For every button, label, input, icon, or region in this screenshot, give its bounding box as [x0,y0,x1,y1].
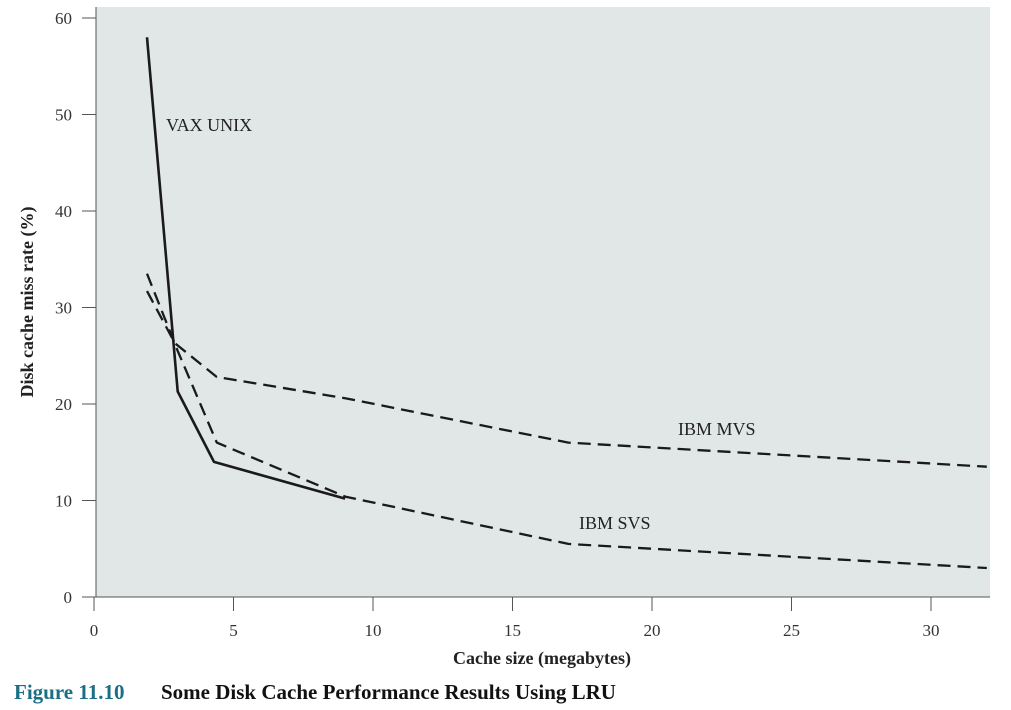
y-tick-label-30: 30 [55,299,72,318]
plot-area [96,7,990,597]
x-tick-label-25: 25 [783,621,800,640]
y-axis-title: Disk cache miss rate (%) [17,207,38,398]
caption-title: Some Disk Cache Performance Results Usin… [161,680,616,704]
x-tick-label-30: 30 [923,621,940,640]
x-tick-label-10: 10 [365,621,382,640]
series-label-vax-unix: VAX UNIX [166,115,252,135]
series-label-ibm-svs: IBM SVS [579,513,651,533]
series-labels: VAX UNIX IBM MVS IBM SVS [166,115,756,533]
axes: 0 10 20 30 40 50 60 0 5 10 15 20 25 30 [55,7,990,640]
series-label-ibm-mvs: IBM MVS [678,419,756,439]
x-tick-label-0: 0 [90,621,99,640]
x-tick-label-5: 5 [229,621,238,640]
x-tick-label-15: 15 [504,621,521,640]
series-line-ibm-svs [145,273,987,570]
series-layer [145,37,987,570]
x-axis-title: Cache size (megabytes) [453,648,631,669]
figure-caption: Figure 11.10 Some Disk Cache Performance… [14,680,616,704]
y-tick-label-10: 10 [55,492,72,511]
y-tick-label-0: 0 [64,588,73,607]
y-tick-label-40: 40 [55,202,72,221]
series-line-vax-unix [145,37,346,500]
y-tick-label-20: 20 [55,395,72,414]
x-tick-label-20: 20 [644,621,661,640]
y-tick-label-60: 60 [55,9,72,28]
y-tick-label-50: 50 [55,106,72,125]
caption-number: Figure 11.10 [14,680,124,704]
